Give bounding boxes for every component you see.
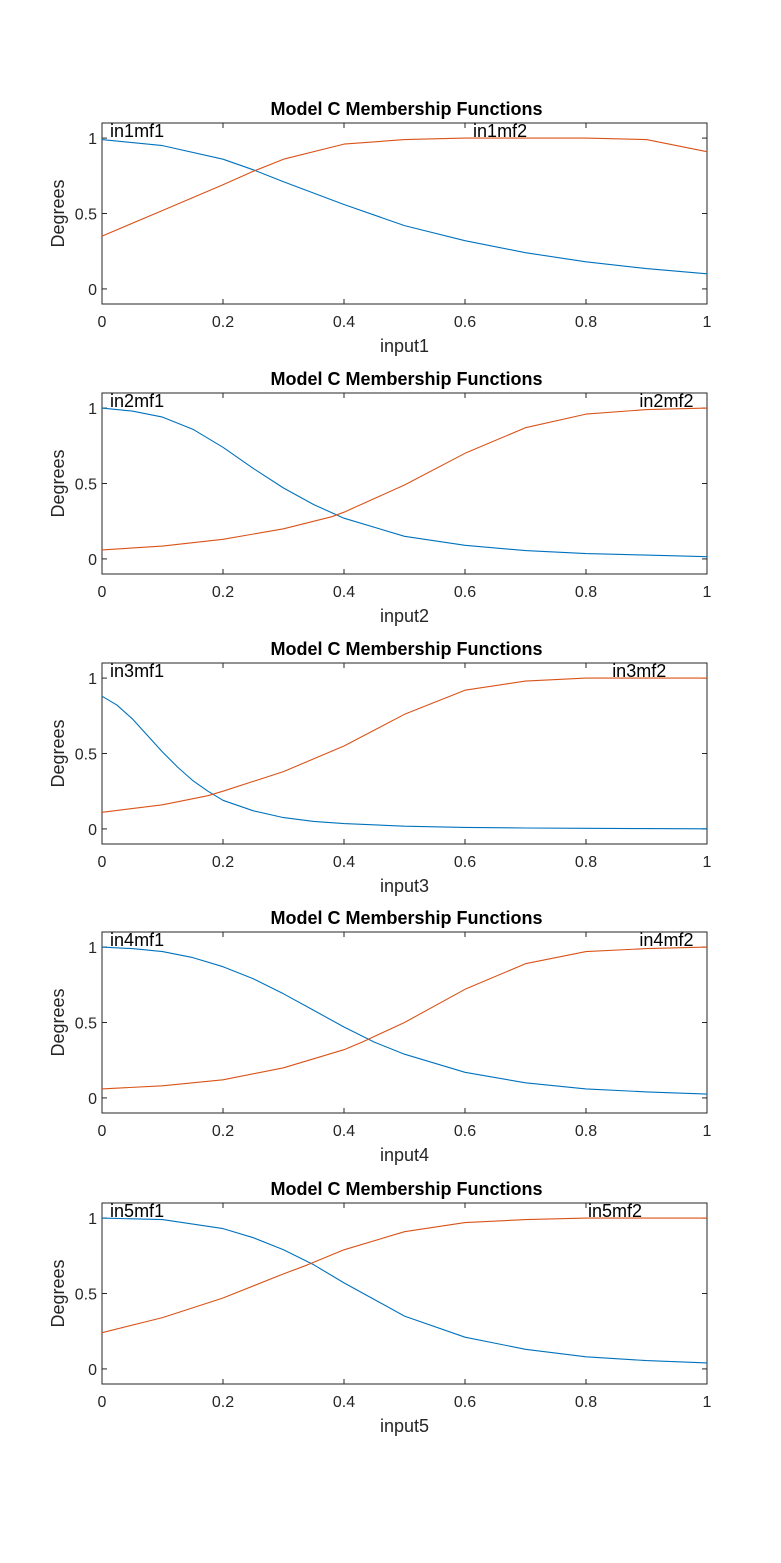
y-tick-label: 1 (88, 940, 97, 957)
x-tick-label: 0.6 (454, 854, 476, 871)
y-tick-label: 0 (88, 1362, 97, 1379)
axes-box (101, 392, 708, 575)
series-line-in2mf1 (101, 407, 708, 558)
x-tick-label: 0.4 (333, 854, 355, 871)
y-tick-label: 1 (88, 401, 97, 418)
mf-label-in1mf1: in1mf1 (110, 121, 164, 141)
y-tick-label: 0.5 (75, 747, 97, 764)
x-tick-label: 1 (703, 584, 712, 601)
axes-box (101, 662, 708, 845)
series-line-in3mf2 (101, 677, 707, 813)
y-tick-label: 0.5 (75, 1016, 97, 1033)
chart-title: Model C Membership Functions (270, 369, 542, 389)
x-tick-label: 0.8 (575, 314, 597, 331)
chart-title: Model C Membership Functions (270, 639, 542, 659)
x-tick-label: 0.8 (575, 1123, 597, 1140)
x-tick-label: 0.6 (454, 584, 476, 601)
series-line-in4mf2 (101, 946, 708, 1090)
x-tick-label: 0.4 (333, 314, 355, 331)
x-tick-label: 0 (98, 314, 107, 331)
series-line-in1mf1 (101, 139, 708, 275)
mf-label-in2mf1: in2mf1 (110, 391, 164, 411)
y-axis-label: Degrees (48, 719, 68, 787)
mf-label-in1mf2: in1mf2 (473, 121, 527, 141)
axes-box (101, 122, 708, 305)
subplot-5: Model C Membership Functions 0 0.2 0.4 0.6 0.… (48, 1179, 712, 1436)
x-axis-label: input5 (380, 1416, 429, 1436)
series-line-in1mf2 (101, 137, 708, 237)
series-line-in4mf1 (101, 946, 708, 1095)
x-tick-label: 0.2 (212, 1394, 234, 1411)
x-tick-label: 0.2 (212, 584, 234, 601)
subplot-2: Model C Membership Functions 0 0.2 0.4 0.6 0.… (48, 369, 712, 626)
x-tick-label: 0 (98, 1123, 107, 1140)
x-tick-label: 0.6 (454, 1394, 476, 1411)
x-axis-label: input1 (380, 336, 429, 356)
y-tick-label: 0.5 (75, 1287, 97, 1304)
x-axis-label: input2 (380, 606, 429, 626)
x-tick-label: 0 (98, 1394, 107, 1411)
x-tick-label: 0.8 (575, 1394, 597, 1411)
subplot-4: Model C Membership Functions 0 0.2 0.4 0.6 0.… (48, 908, 712, 1165)
axes-box (101, 1202, 708, 1385)
y-tick-label: 1 (88, 131, 97, 148)
mf-label-in3mf2: in3mf2 (612, 661, 666, 681)
series-line-in5mf1 (101, 1217, 708, 1364)
mf-label-in4mf2: in4mf2 (639, 930, 693, 950)
series-line-in5mf2 (101, 1217, 707, 1334)
y-axis-label: Degrees (48, 449, 68, 517)
series-line-in2mf2 (101, 407, 708, 551)
x-tick-label: 0 (98, 584, 107, 601)
x-tick-label: 0.2 (212, 1123, 234, 1140)
x-tick-label: 0.6 (454, 314, 476, 331)
y-tick-label: 0.5 (75, 477, 97, 494)
y-tick-label: 1 (88, 1211, 97, 1228)
x-tick-label: 0 (98, 854, 107, 871)
y-tick-label: 0 (88, 822, 97, 839)
y-tick-label: 1 (88, 671, 97, 688)
x-tick-label: 0.6 (454, 1123, 476, 1140)
mf-label-in5mf1: in5mf1 (110, 1201, 164, 1221)
x-tick-label: 0.8 (575, 584, 597, 601)
x-tick-label: 0.4 (333, 584, 355, 601)
y-axis-label: Degrees (48, 179, 68, 247)
chart-title: Model C Membership Functions (270, 908, 542, 928)
chart-title: Model C Membership Functions (270, 1179, 542, 1199)
x-tick-label: 1 (703, 854, 712, 871)
x-axis-label: input4 (380, 1145, 429, 1165)
series-line-in3mf1 (101, 695, 708, 830)
x-axis-label: input3 (380, 876, 429, 896)
y-axis-label: Degrees (48, 988, 68, 1056)
mf-label-in2mf2: in2mf2 (639, 391, 693, 411)
x-tick-label: 0.2 (212, 314, 234, 331)
subplot-3: Model C Membership Functions 0 0.2 0.4 0.6 0.… (48, 639, 712, 896)
subplot-1: Model C Membership Functions 0 0.2 0.4 0.6 0.… (48, 99, 712, 356)
mf-label-in4mf1: in4mf1 (110, 930, 164, 950)
chart-title: Model C Membership Functions (270, 99, 542, 119)
x-tick-label: 0.2 (212, 854, 234, 871)
x-tick-label: 0.4 (333, 1394, 355, 1411)
mf-label-in5mf2: in5mf2 (588, 1201, 642, 1221)
x-tick-label: 1 (703, 1394, 712, 1411)
y-tick-label: 0 (88, 552, 97, 569)
y-axis-label: Degrees (48, 1259, 68, 1327)
mf-label-in3mf1: in3mf1 (110, 661, 164, 681)
x-tick-label: 1 (703, 314, 712, 331)
x-tick-label: 0.4 (333, 1123, 355, 1140)
y-tick-label: 0.5 (75, 207, 97, 224)
x-tick-label: 1 (703, 1123, 712, 1140)
y-tick-label: 0 (88, 1091, 97, 1108)
x-tick-label: 0.8 (575, 854, 597, 871)
y-tick-label: 0 (88, 282, 97, 299)
